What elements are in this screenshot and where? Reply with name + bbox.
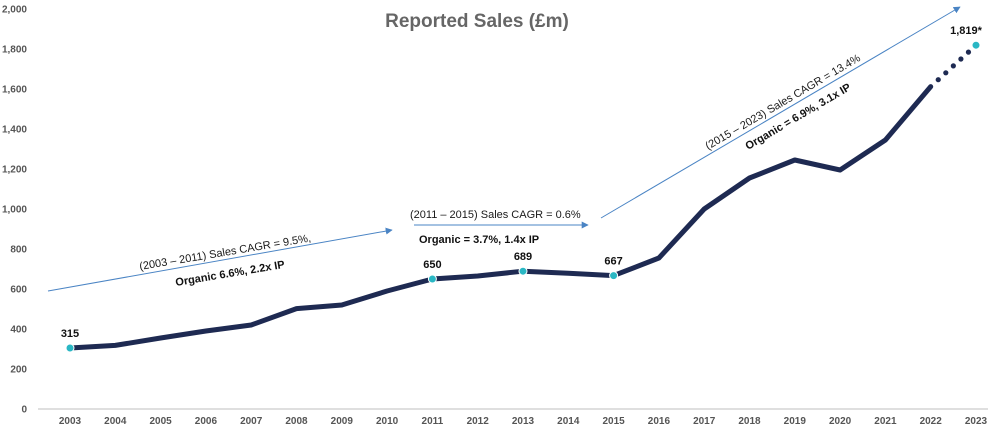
data-label: 1,819*: [950, 25, 983, 37]
x-tick-label: 2022: [920, 416, 943, 427]
x-tick-label: 2018: [738, 416, 761, 427]
highlight-point: [427, 274, 437, 284]
y-tick-label: 200: [10, 365, 27, 376]
x-tick-label: 2003: [59, 416, 82, 427]
x-tick-label: 2013: [512, 416, 535, 427]
x-tick-label: 2009: [331, 416, 354, 427]
y-axis-tick-labels: 0 200 400 600 800 1,000 1,200 1,400 1,600 1,800 2,…: [2, 5, 27, 416]
annotation-2011-2015-organic: Organic = 3.7%, 1.4x IP: [419, 234, 539, 246]
series-line: [67, 84, 934, 351]
y-tick-label: 0: [21, 405, 27, 416]
x-tick-label: 2019: [784, 416, 807, 427]
x-tick-label: 2007: [240, 416, 263, 427]
x-tick-label: 2004: [104, 416, 127, 427]
cagr-arrow-2003-2011: [47, 227, 393, 292]
x-tick-label: 2011: [422, 416, 444, 427]
highlight-points: 315 650 689 667 1,819*: [61, 25, 983, 353]
highlight-point: [609, 271, 619, 281]
cagr-arrow-2015-2023: [600, 6, 961, 219]
y-tick-label: 1,400: [2, 125, 27, 136]
data-label: 650: [423, 259, 441, 271]
x-tick-label: 2010: [376, 416, 399, 427]
y-tick-label: 800: [10, 245, 27, 256]
forecast-dot: [935, 77, 941, 83]
annotation-2011-2015-cagr: (2011 – 2015) Sales CAGR = 0.6%: [410, 209, 581, 221]
x-axis-tick-labels: 2003 2004 2005 2006 2007 2008 2009 2010 2011 2012…: [59, 416, 988, 427]
x-tick-label: 2021: [874, 416, 897, 427]
forecast-dot: [950, 63, 956, 69]
forecast-dot: [958, 56, 964, 62]
y-tick-label: 1,600: [2, 85, 27, 96]
x-tick-label: 2008: [285, 416, 308, 427]
highlight-point: [971, 40, 981, 50]
data-label: 315: [61, 328, 79, 340]
annotation-2015-2023-cagr: (2015 – 2023) Sales CAGR = 13.4%: [703, 52, 862, 152]
y-tick-label: 1,200: [2, 165, 27, 176]
chart-title: Reported Sales (£m): [385, 11, 569, 32]
x-tick-label: 2014: [557, 416, 580, 427]
highlight-point: [65, 343, 75, 353]
forecast-dot: [943, 70, 949, 76]
data-label: 667: [604, 256, 622, 268]
y-tick-label: 1,800: [2, 45, 27, 56]
x-tick-label: 2023: [965, 416, 988, 427]
y-tick-label: 400: [10, 325, 27, 336]
series-layer: [67, 49, 972, 351]
x-tick-label: 2005: [149, 416, 172, 427]
data-label: 689: [514, 251, 532, 263]
x-tick-label: 2006: [195, 416, 218, 427]
forecast-dot: [965, 49, 972, 55]
y-tick-label: 600: [10, 285, 27, 296]
x-tick-label: 2015: [602, 416, 625, 427]
x-tick-label: 2016: [648, 416, 671, 427]
x-tick-label: 2012: [467, 416, 490, 427]
annotation-2003-2011-cagr: (2003 – 2011) Sales CAGR = 9.5%,: [139, 232, 312, 273]
x-tick-label: 2017: [693, 416, 716, 427]
y-tick-label: 2,000: [2, 5, 27, 16]
x-tick-label: 2020: [829, 416, 852, 427]
y-tick-label: 1,000: [2, 205, 27, 216]
highlight-point: [518, 266, 528, 276]
